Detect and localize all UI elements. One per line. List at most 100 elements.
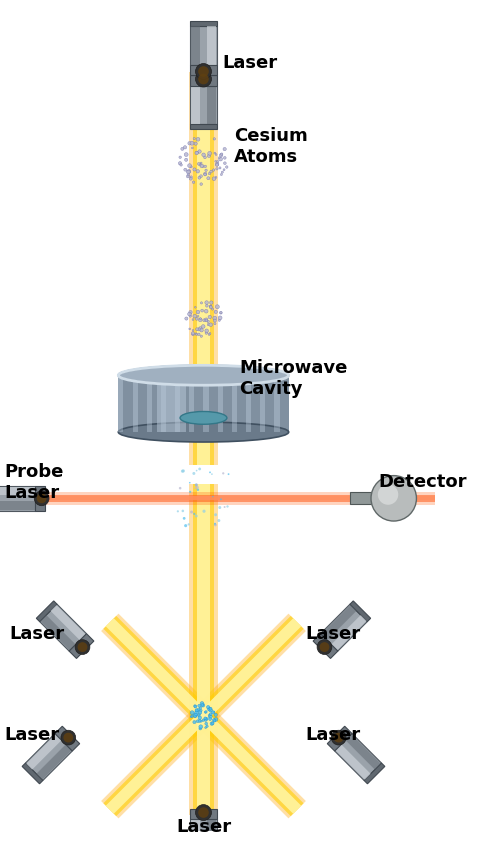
Circle shape: [199, 164, 201, 166]
Polygon shape: [36, 745, 72, 780]
Circle shape: [209, 708, 213, 712]
Polygon shape: [190, 21, 217, 26]
Circle shape: [61, 730, 76, 745]
Circle shape: [187, 170, 191, 173]
Circle shape: [192, 332, 194, 335]
Circle shape: [219, 311, 222, 314]
Circle shape: [198, 177, 201, 179]
Circle shape: [220, 153, 223, 155]
Bar: [232, 375, 237, 432]
Circle shape: [199, 327, 202, 330]
Polygon shape: [190, 65, 217, 75]
Circle shape: [221, 171, 223, 173]
Circle shape: [195, 317, 198, 321]
Circle shape: [205, 169, 207, 171]
Polygon shape: [69, 633, 94, 658]
Polygon shape: [25, 734, 72, 781]
Circle shape: [209, 471, 211, 473]
Circle shape: [205, 332, 208, 334]
Polygon shape: [200, 618, 301, 720]
Polygon shape: [195, 707, 306, 818]
Circle shape: [201, 309, 204, 312]
Circle shape: [205, 722, 208, 725]
Circle shape: [207, 321, 209, 322]
Bar: [118, 375, 123, 432]
Circle shape: [205, 710, 207, 713]
Polygon shape: [0, 501, 35, 510]
Text: Probe
Laser: Probe Laser: [5, 463, 64, 501]
Circle shape: [196, 486, 199, 489]
Polygon shape: [321, 604, 367, 651]
Bar: [275, 375, 279, 432]
Circle shape: [200, 302, 203, 304]
Circle shape: [214, 713, 217, 716]
Circle shape: [197, 163, 200, 165]
Circle shape: [214, 310, 217, 314]
Text: Laser: Laser: [306, 726, 361, 744]
Circle shape: [227, 506, 228, 507]
Text: Laser: Laser: [306, 625, 361, 643]
Bar: [161, 375, 166, 432]
Text: Laser: Laser: [5, 726, 60, 744]
Polygon shape: [197, 710, 304, 816]
Circle shape: [181, 510, 184, 512]
Circle shape: [192, 333, 194, 336]
Circle shape: [211, 308, 214, 310]
Polygon shape: [192, 26, 200, 65]
Bar: [189, 73, 218, 465]
Circle shape: [223, 169, 225, 171]
Polygon shape: [200, 712, 301, 814]
Polygon shape: [40, 615, 76, 650]
Bar: [197, 484, 210, 815]
Circle shape: [201, 704, 205, 707]
Circle shape: [192, 147, 193, 149]
Circle shape: [188, 164, 192, 167]
Polygon shape: [26, 734, 61, 770]
Circle shape: [198, 74, 209, 84]
Polygon shape: [336, 745, 371, 780]
Circle shape: [207, 323, 210, 326]
Circle shape: [208, 715, 210, 716]
Circle shape: [186, 171, 190, 174]
Circle shape: [196, 327, 199, 331]
Circle shape: [179, 162, 182, 165]
Circle shape: [194, 713, 197, 716]
Circle shape: [219, 157, 223, 161]
Circle shape: [188, 524, 190, 525]
Circle shape: [195, 483, 198, 487]
Polygon shape: [190, 86, 217, 124]
Circle shape: [192, 329, 194, 332]
Polygon shape: [0, 486, 35, 511]
Circle shape: [193, 715, 197, 718]
Polygon shape: [101, 614, 212, 725]
Circle shape: [192, 472, 195, 475]
Circle shape: [219, 153, 223, 157]
Circle shape: [214, 322, 216, 325]
Circle shape: [190, 165, 192, 168]
Circle shape: [208, 152, 212, 155]
Text: Laser: Laser: [176, 818, 231, 836]
Circle shape: [198, 468, 201, 470]
Circle shape: [190, 176, 192, 178]
Circle shape: [201, 721, 202, 722]
Bar: [118, 375, 288, 432]
Circle shape: [189, 491, 191, 493]
Circle shape: [207, 177, 210, 180]
Circle shape: [203, 510, 205, 512]
Circle shape: [203, 319, 206, 321]
Circle shape: [205, 301, 208, 304]
Polygon shape: [350, 601, 371, 621]
Polygon shape: [106, 712, 207, 814]
Circle shape: [192, 181, 195, 183]
Polygon shape: [207, 86, 216, 124]
Circle shape: [204, 718, 207, 722]
Circle shape: [220, 499, 222, 500]
Polygon shape: [101, 707, 212, 818]
Circle shape: [208, 172, 211, 175]
Circle shape: [334, 733, 344, 742]
Circle shape: [204, 318, 208, 321]
Circle shape: [209, 306, 212, 309]
Circle shape: [193, 704, 196, 707]
Polygon shape: [0, 487, 35, 495]
Polygon shape: [190, 856, 217, 857]
